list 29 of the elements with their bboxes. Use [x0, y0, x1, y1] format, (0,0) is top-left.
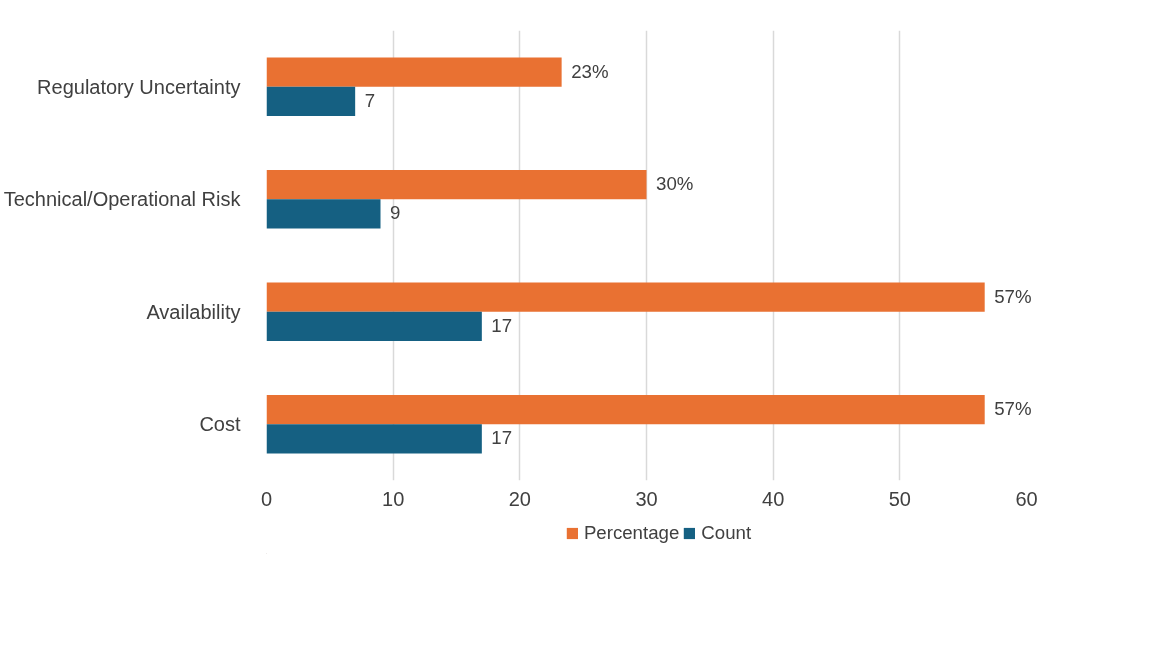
- bar: [266, 86, 356, 116]
- x-tick-label: 30: [635, 487, 658, 510]
- bar: [266, 395, 985, 425]
- data-label: 7: [364, 89, 376, 112]
- bar: [266, 424, 482, 454]
- bar: [266, 57, 562, 87]
- data-label: 23%: [571, 60, 609, 83]
- bar: [266, 311, 482, 341]
- data-label: 57%: [994, 398, 1032, 421]
- bar: [266, 170, 647, 200]
- y-tick-label: Technical/Operational Risk: [3, 188, 242, 211]
- data-label: 9: [390, 202, 401, 225]
- bar: [266, 199, 381, 229]
- x-tick-label: 60: [1015, 487, 1038, 510]
- x-tick-label: 0: [260, 487, 273, 510]
- legend-label: Count: [701, 522, 752, 544]
- bar: [266, 282, 985, 312]
- y-tick-label: Cost: [199, 413, 241, 436]
- y-tick-label: Regulatory Uncertainty: [37, 75, 241, 98]
- legend-label: Percentage: [583, 522, 680, 544]
- data-label: 57%: [994, 285, 1032, 308]
- x-tick-label: 50: [888, 487, 911, 510]
- y-tick-label: Availability: [146, 300, 241, 323]
- data-label: 30%: [656, 173, 694, 196]
- data-label: 17: [491, 314, 513, 337]
- x-tick-label: 20: [508, 487, 531, 510]
- x-tick-label: 10: [382, 487, 405, 510]
- x-tick-label: 40: [762, 487, 785, 510]
- data-label: 17: [491, 427, 513, 450]
